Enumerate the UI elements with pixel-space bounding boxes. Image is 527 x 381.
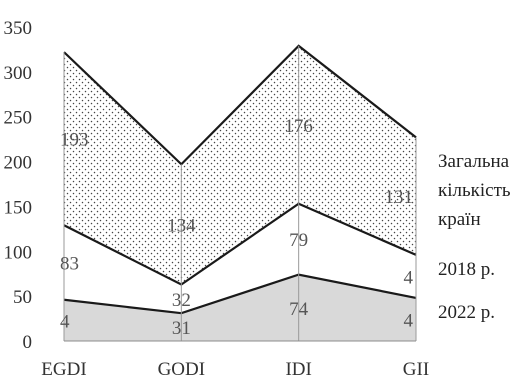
data-label: 32 [172, 290, 191, 311]
legend-item-total-line-1: Загальна [438, 151, 510, 172]
legend-item-2022: 2022 р. [438, 302, 495, 323]
area-series-2 [64, 203, 416, 314]
area-layer [64, 45, 416, 341]
data-label: 176 [284, 116, 313, 137]
data-label: 4 [404, 267, 414, 288]
x-tick-label: IDI [285, 359, 311, 380]
legend-item-2018: 2018 р. [438, 259, 495, 280]
axes: 0 50 100 150 200 250 300 350 EGDI GODI IDI GII [4, 18, 430, 380]
x-tick-label: GII [403, 359, 429, 380]
data-label: 193 [60, 130, 89, 151]
line-layer [63, 44, 417, 315]
data-label-layer: 4 31 74 4 83 32 79 4 193 134 176 131 [60, 116, 414, 339]
x-tick-label: EGDI [41, 359, 86, 380]
y-tick-label: 0 [23, 332, 33, 353]
data-label: 4 [404, 310, 414, 331]
area-series-1 [64, 274, 416, 341]
data-label: 131 [385, 187, 414, 208]
y-tick-label: 150 [4, 197, 33, 218]
y-tick-label: 250 [4, 108, 33, 129]
series-line-2 [63, 202, 417, 286]
data-label: 83 [60, 254, 79, 275]
legend-item-total-line-3: країн [438, 209, 481, 230]
data-label: 31 [172, 318, 191, 339]
area-series-3 [64, 45, 416, 285]
legend-item-total-line-2: кількість [438, 180, 511, 201]
data-label: 134 [167, 215, 196, 236]
series-line-1 [63, 273, 417, 315]
y-tick-label: 50 [13, 287, 32, 308]
y-tick-label: 300 [4, 63, 33, 84]
series-line-3 [63, 44, 417, 166]
y-tick-label: 350 [4, 18, 33, 39]
x-tick-label: GODI [158, 359, 206, 380]
data-label: 74 [289, 299, 309, 320]
y-tick-label: 100 [4, 242, 33, 263]
data-label: 79 [289, 230, 308, 251]
y-tick-label: 200 [4, 153, 33, 174]
data-label: 4 [60, 311, 70, 332]
legend: Загальна кількість країн 2018 р. 2022 р. [438, 151, 511, 323]
